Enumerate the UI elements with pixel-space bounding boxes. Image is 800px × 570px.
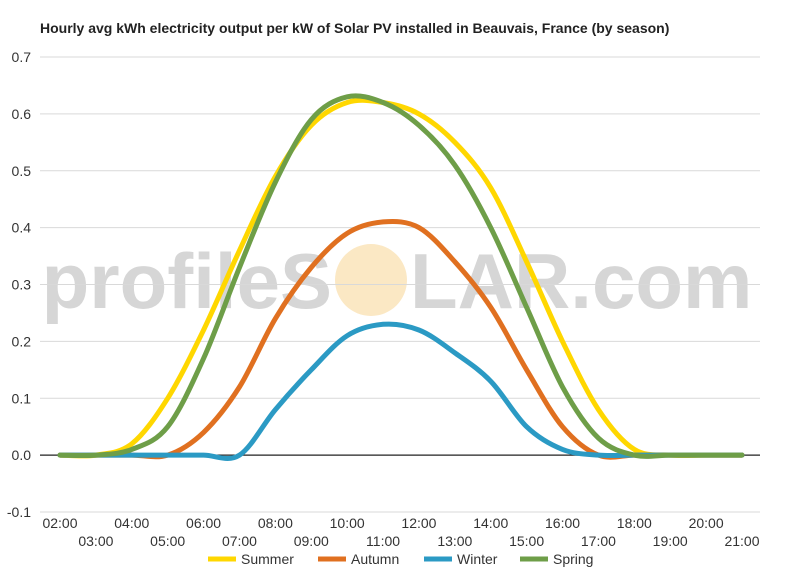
x-tick-label: 17:00 [581, 533, 616, 549]
x-tick-label: 07:00 [222, 533, 257, 549]
y-tick-label: -0.1 [7, 504, 31, 520]
legend-label-spring: Spring [553, 551, 593, 567]
x-tick-label: 09:00 [294, 533, 329, 549]
legend: Summer Autumn Winter Spring [208, 551, 593, 567]
x-tick-label: 08:00 [258, 515, 293, 531]
legend-label-autumn: Autumn [351, 551, 399, 567]
y-tick-label: 0.2 [12, 333, 32, 349]
x-tick-label: 18:00 [617, 515, 652, 531]
y-axis: -0.1 0.0 0.1 0.2 0.3 0.4 0.5 0.6 0.7 [7, 49, 31, 520]
y-tick-label: 0.3 [12, 277, 32, 293]
y-tick-label: 0.4 [12, 220, 32, 236]
x-axis: 02:00 04:00 06:00 08:00 10:00 12:00 14:00 16:00… [42, 515, 759, 549]
x-tick-label: 14:00 [473, 515, 508, 531]
y-tick-label: 0.1 [12, 390, 32, 406]
series-line-winter [57, 321, 745, 461]
x-tick-label: 21:00 [724, 533, 759, 549]
x-tick-label: 05:00 [150, 533, 185, 549]
series-lines [57, 93, 745, 461]
series-line-spring [57, 93, 745, 459]
watermark-text-left: profileS [42, 237, 332, 325]
x-tick-label: 20:00 [689, 515, 724, 531]
y-tick-label: 0.6 [12, 106, 32, 122]
legend-label-winter: Winter [457, 551, 498, 567]
y-tick-label: 0.0 [12, 447, 32, 463]
x-tick-label: 12:00 [401, 515, 436, 531]
legend-label-summer: Summer [241, 551, 294, 567]
x-tick-label: 10:00 [330, 515, 365, 531]
x-tick-label: 16:00 [545, 515, 580, 531]
x-tick-label: 02:00 [42, 515, 77, 531]
y-tick-label: 0.5 [12, 163, 32, 179]
x-tick-label: 15:00 [509, 533, 544, 549]
x-tick-label: 06:00 [186, 515, 221, 531]
x-tick-label: 19:00 [653, 533, 688, 549]
watermark-text-right: LAR.com [410, 237, 752, 325]
x-tick-label: 04:00 [114, 515, 149, 531]
chart-title: Hourly avg kWh electricity output per kW… [40, 20, 669, 36]
watermark: profileS LAR.com [42, 237, 753, 325]
x-tick-label: 11:00 [366, 533, 400, 549]
x-tick-label: 13:00 [437, 533, 472, 549]
y-tick-label: 0.7 [12, 49, 32, 65]
watermark-sun [335, 244, 407, 316]
x-tick-label: 03:00 [78, 533, 113, 549]
series-line-summer [57, 97, 745, 459]
